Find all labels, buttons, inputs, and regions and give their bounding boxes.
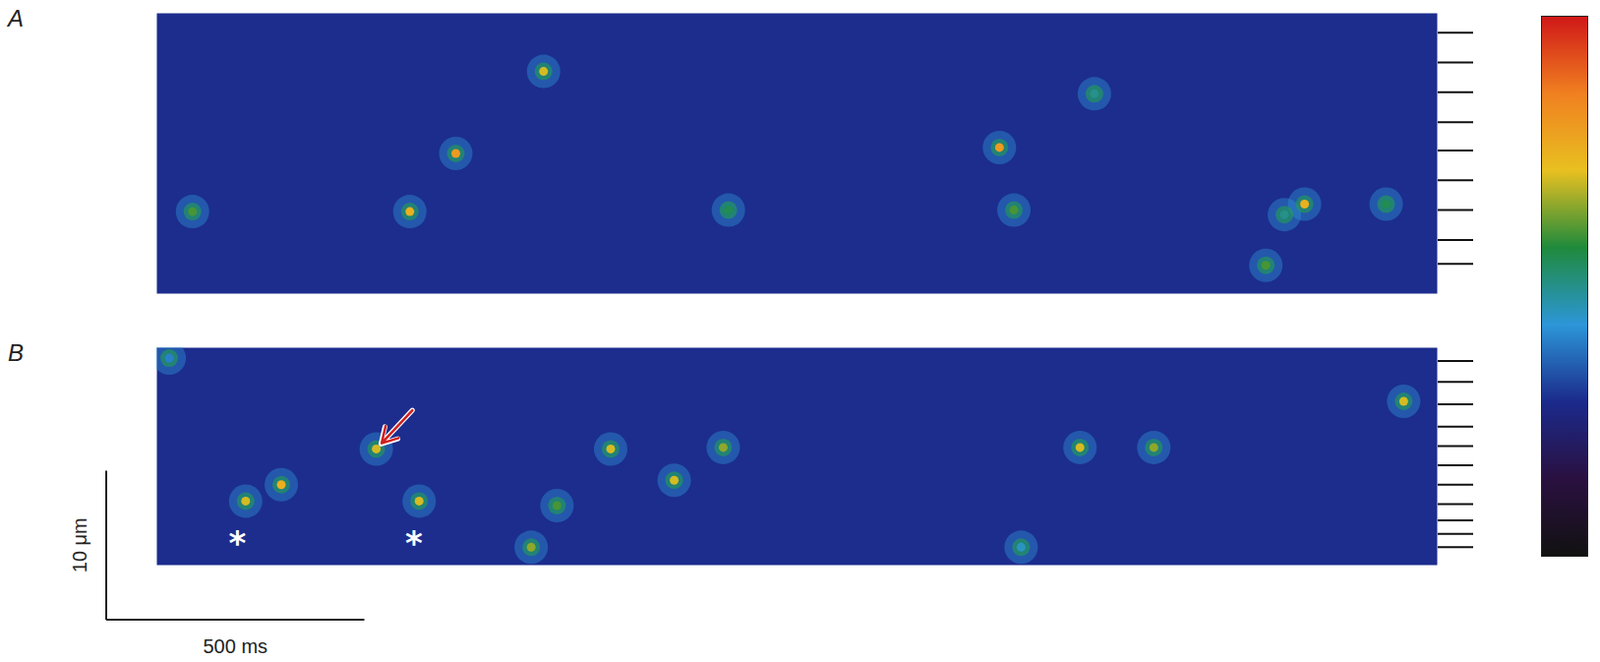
svg-text:500 ms: 500 ms	[202, 635, 268, 657]
html-text:A: A	[7, 4, 24, 32]
svg-text:*: *	[229, 523, 247, 563]
svg-text:*: *	[405, 523, 423, 563]
svg-text:10 μm: 10 μm	[68, 517, 91, 573]
html-text:B: B	[7, 339, 24, 366]
